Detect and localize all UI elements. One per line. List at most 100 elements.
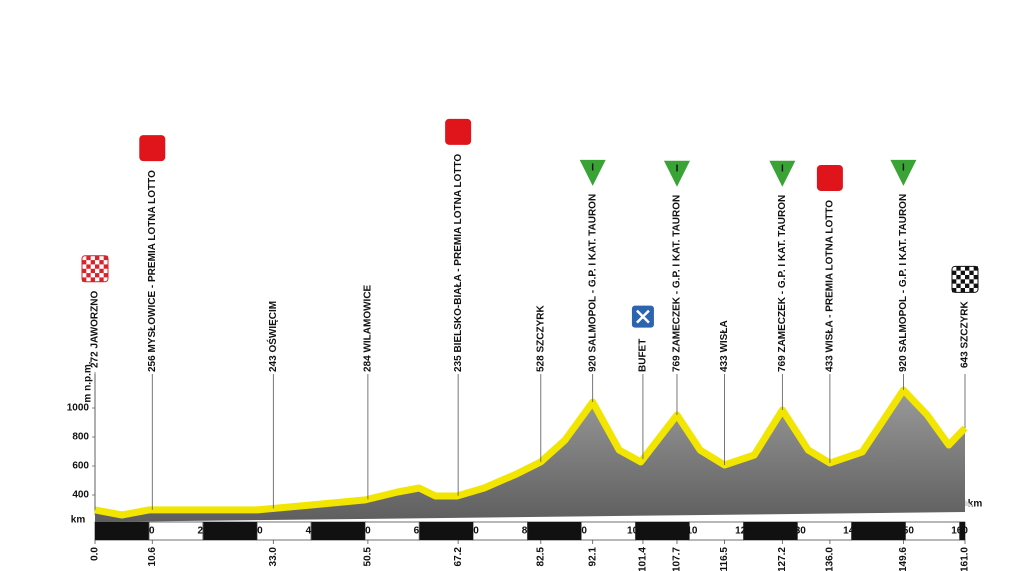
icon-flag-cell bbox=[956, 274, 961, 280]
waypoint-km: 67.2 bbox=[453, 547, 464, 567]
waypoint-km: 101.4 bbox=[638, 547, 649, 571]
icon-sprint bbox=[445, 118, 472, 145]
icon-flag-cell bbox=[969, 287, 974, 293]
icon-flag-cell bbox=[99, 260, 104, 265]
waypoint-name: 243 OŚWIĘCIM bbox=[266, 301, 279, 372]
icon-flag-cell bbox=[90, 277, 95, 282]
base-segment bbox=[256, 521, 312, 541]
x-tick-label: 140 bbox=[843, 526, 860, 537]
waypoint-name: 769 ZAMECZEK - G.P. I KAT. TAURON bbox=[777, 195, 788, 372]
waypoint-name: 235 BIELSKO-BIAŁA - PREMIA LOTNA LOTTO bbox=[453, 154, 464, 372]
icon-flag-cell bbox=[82, 260, 87, 265]
icon-feed-cross bbox=[636, 309, 650, 324]
x-tick-label: 130 bbox=[789, 526, 806, 537]
waypoint-km: 92.1 bbox=[587, 547, 598, 567]
profile-area bbox=[95, 390, 965, 522]
y-axis-label: m n.p.m. bbox=[83, 361, 94, 402]
x-unit-left: km bbox=[71, 515, 86, 526]
icon-flag-cell bbox=[960, 279, 965, 284]
x-tick-label: 160 bbox=[951, 526, 968, 537]
x-tick-label: 40 bbox=[306, 526, 318, 537]
x-tick-label: 110 bbox=[681, 526, 698, 537]
base-segment bbox=[418, 521, 474, 541]
base-segment bbox=[202, 521, 258, 541]
waypoint-name: 920 SALMOPOL - G.P. I KAT. TAURON bbox=[898, 194, 909, 372]
icon-kom bbox=[890, 159, 917, 186]
icon-flag-cell bbox=[103, 273, 108, 278]
y-tick-label: 400 bbox=[72, 490, 89, 501]
x-tick-label: 30 bbox=[252, 526, 264, 537]
icon-flag-cell bbox=[960, 270, 965, 275]
base-segment bbox=[526, 521, 582, 541]
icon-sprint bbox=[816, 164, 843, 191]
waypoint-km: 50.5 bbox=[363, 547, 374, 567]
base-segment bbox=[310, 521, 366, 541]
waypoint-name: 920 SALMOPOL - G.P. I KAT. TAURON bbox=[587, 194, 598, 372]
icon-flag-cell bbox=[103, 264, 108, 269]
icon-flag-cell bbox=[952, 270, 957, 275]
icon-flag-cell bbox=[95, 273, 100, 278]
icon-flag-cell bbox=[965, 283, 970, 288]
base-segment bbox=[472, 521, 528, 541]
icon-flag-cell bbox=[973, 283, 978, 288]
icon-kom bbox=[769, 160, 796, 187]
base-segment bbox=[364, 521, 420, 541]
profile-line bbox=[94, 386, 968, 519]
waypoint-name: 256 MYSŁOWICE - PREMIA LOTNA LOTTO bbox=[147, 170, 158, 372]
icon-flag-cell bbox=[956, 283, 961, 288]
waypoint-km: 136.0 bbox=[825, 547, 836, 571]
y-tick-label: 1000 bbox=[67, 403, 90, 414]
waypoint-name: 769 ZAMECZEK - G.P. I KAT. TAURON bbox=[672, 195, 683, 372]
waypoint-km: 33.0 bbox=[268, 547, 279, 567]
x-tick-label: 150 bbox=[897, 526, 914, 537]
icon-flag-cell bbox=[952, 287, 957, 293]
waypoint-km: 82.5 bbox=[535, 547, 546, 567]
icon-flag-cell bbox=[86, 264, 91, 269]
icon-flag-cell bbox=[95, 264, 100, 269]
icon-kom bbox=[663, 160, 690, 187]
x-tick-label: 20 bbox=[198, 526, 210, 537]
icon-flag-cell bbox=[86, 255, 91, 261]
x-unit-right: km bbox=[968, 499, 983, 510]
icon-flag-cell bbox=[90, 268, 95, 274]
base-segment bbox=[94, 521, 150, 541]
x-tick-label: 70 bbox=[468, 526, 480, 537]
waypoint-km: 10.6 bbox=[147, 547, 158, 567]
base-segment bbox=[148, 521, 204, 541]
waypoint-name: 433 WISŁA - PREMIA LOTNA LOTTO bbox=[825, 200, 836, 372]
waypoint-name: BUFET bbox=[638, 339, 649, 372]
icon-kom-text: I bbox=[591, 162, 594, 173]
x-tick-label: 80 bbox=[522, 526, 534, 537]
icon-flag-cell bbox=[82, 277, 87, 282]
x-tick-label: 100 bbox=[627, 526, 644, 537]
waypoint-name: 643 SZCZYRK bbox=[960, 301, 971, 368]
icon-kom-text: I bbox=[781, 163, 784, 174]
icon-flag-cell bbox=[973, 266, 978, 271]
waypoint-km: 107.7 bbox=[672, 547, 683, 571]
x-tick-label: 60 bbox=[414, 526, 426, 537]
waypoint-km: 127.2 bbox=[777, 547, 788, 571]
icon-flag-cell bbox=[965, 274, 970, 280]
icon-kom bbox=[579, 159, 606, 186]
waypoint-name: 528 SZCZYRK bbox=[535, 305, 546, 372]
icon-kom-text: I bbox=[902, 162, 905, 173]
x-tick-label: 90 bbox=[576, 526, 588, 537]
waypoint-name: 272 JAWORZNO bbox=[90, 291, 101, 368]
icon-flag-cell bbox=[969, 279, 974, 284]
icon-flag-cell bbox=[99, 268, 104, 274]
icon-flag-cell bbox=[82, 268, 87, 274]
icon-flag-cell bbox=[969, 270, 974, 275]
waypoint-km: 0.0 bbox=[90, 547, 101, 561]
icon-flag-cell bbox=[973, 274, 978, 280]
icon-sprint bbox=[139, 135, 166, 162]
y-tick-label: 600 bbox=[72, 461, 89, 472]
waypoint-km: 149.6 bbox=[898, 547, 909, 571]
icon-flag-cell bbox=[965, 266, 970, 271]
icon-flag-cell bbox=[956, 266, 961, 271]
icon-flag-cell bbox=[86, 273, 91, 278]
x-tick-label: 50 bbox=[360, 526, 372, 537]
waypoint-km: 116.5 bbox=[719, 547, 730, 571]
waypoint-name: 284 WILAMOWICE bbox=[363, 284, 374, 372]
icon-flag-cell bbox=[99, 277, 104, 282]
